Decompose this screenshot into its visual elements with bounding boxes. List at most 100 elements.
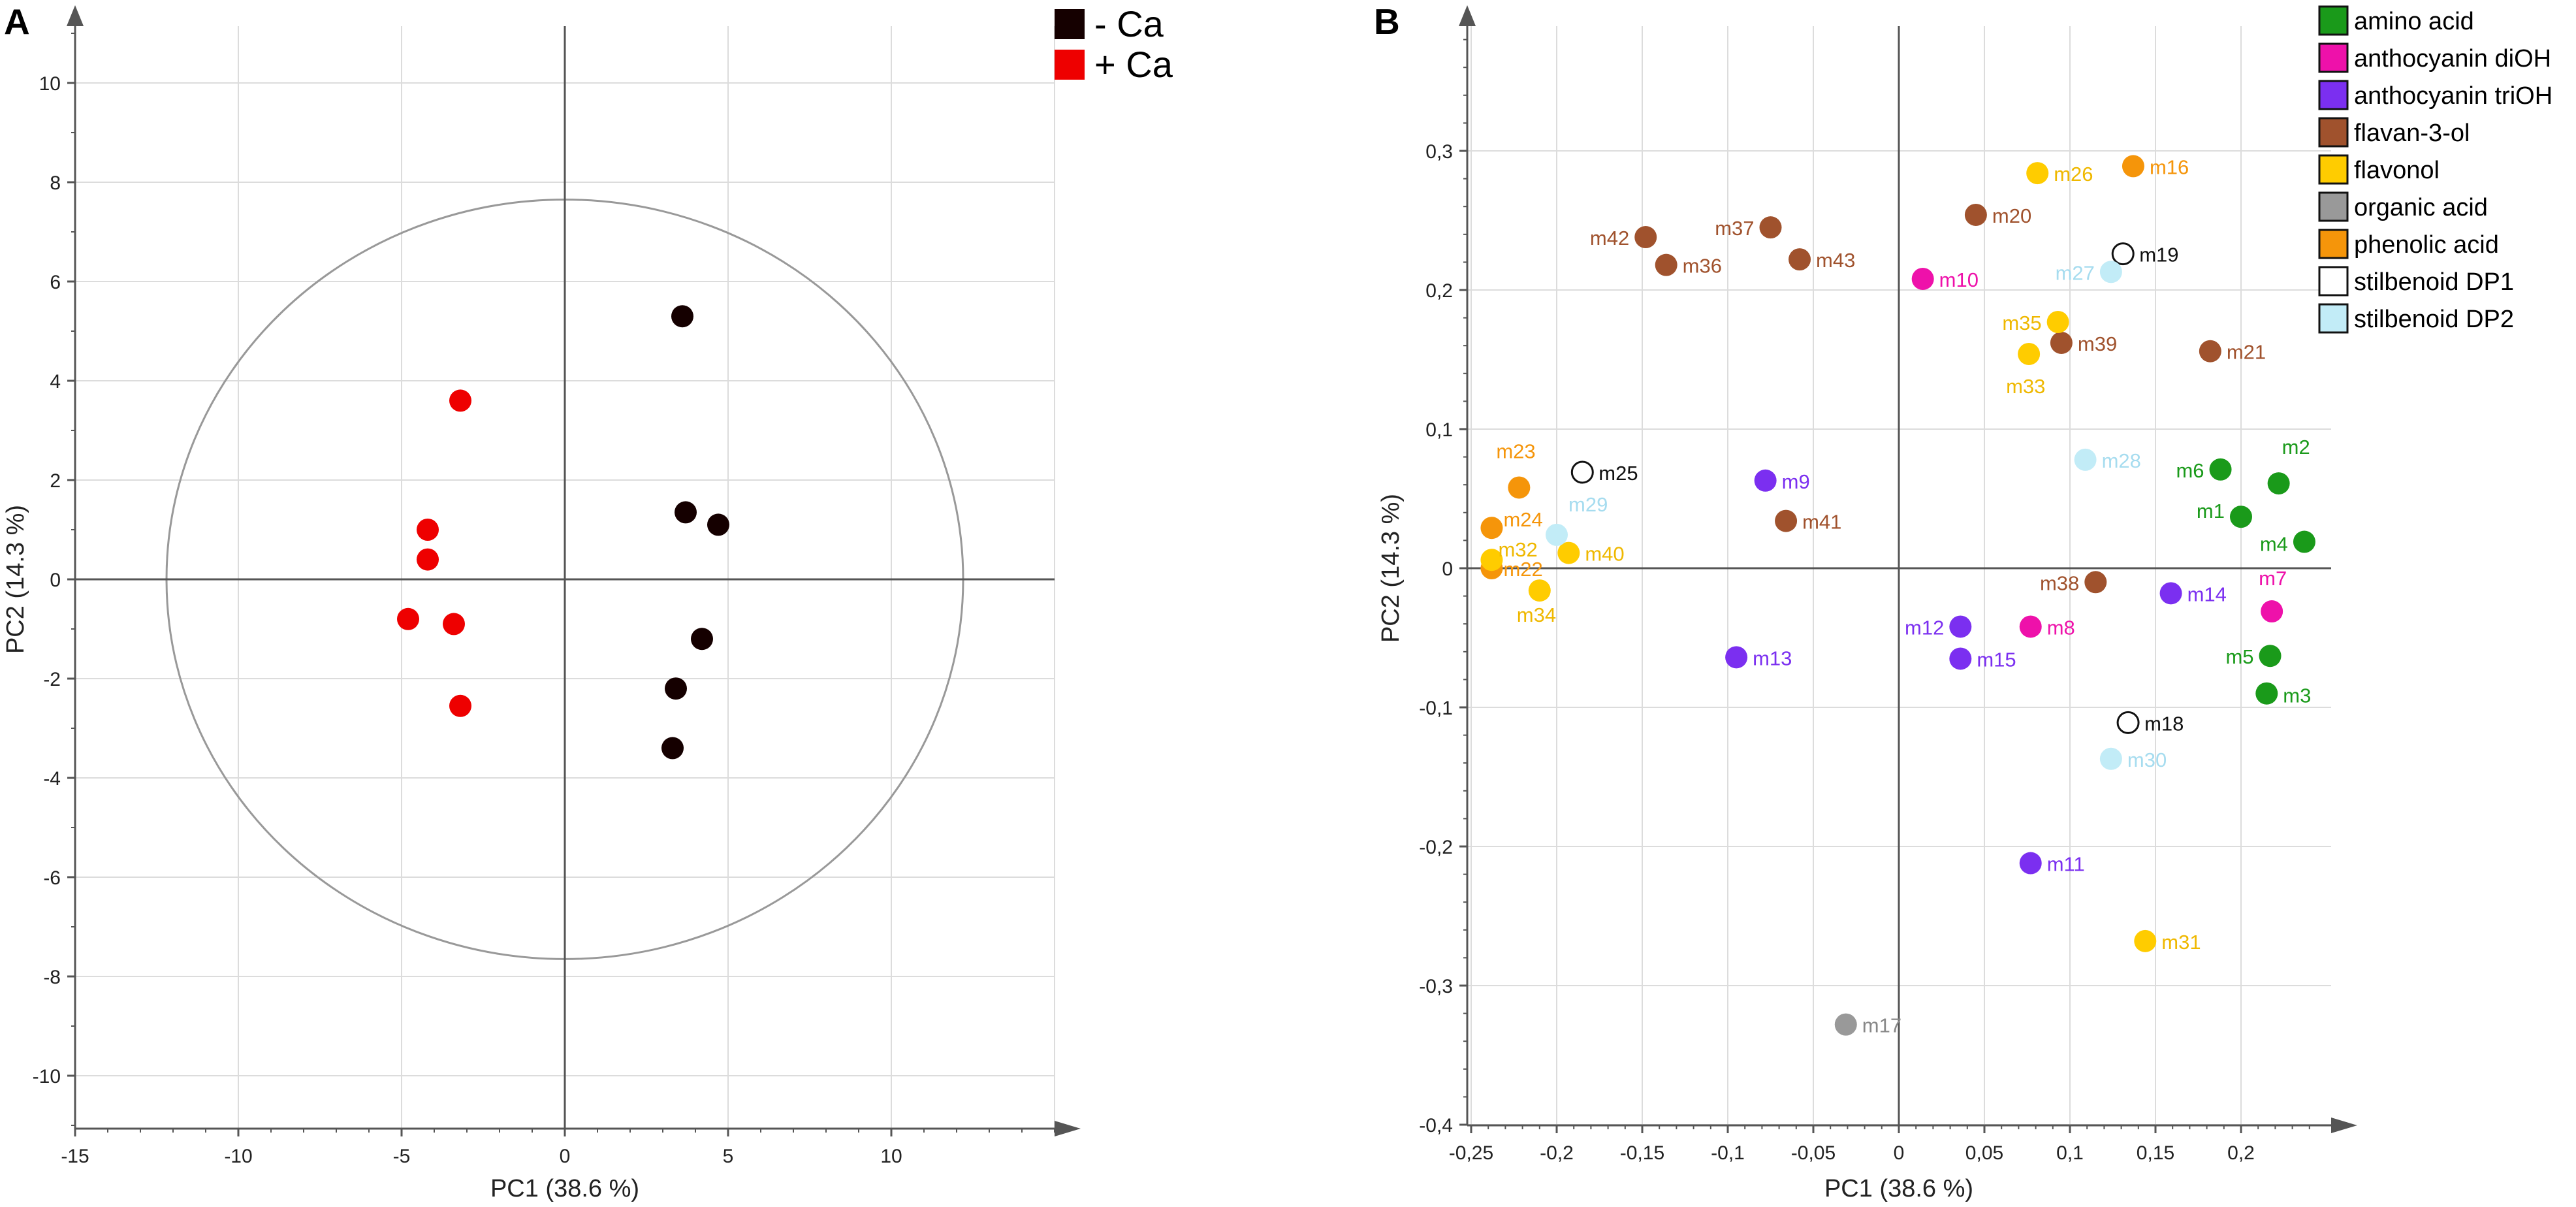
x-tick-label: 5	[723, 1146, 734, 1167]
data-point	[1754, 469, 1777, 492]
data-point	[1480, 549, 1503, 571]
panel-a-scatter-chart: -15 -10 -5 0 5 10 -10 -8 -6 -4 -2 0 2 4 6 8 10 PC1 (38.6 …	[2, 1, 1173, 1202]
legend-swatch	[2318, 5, 2349, 36]
data-point-label: m32	[1498, 538, 1537, 561]
data-point-label: m23	[1496, 440, 1535, 462]
data-point	[2209, 458, 2232, 481]
data-point	[661, 737, 684, 760]
data-point	[449, 694, 471, 717]
data-point-label: m27	[2056, 261, 2095, 284]
data-point	[1557, 541, 1580, 564]
data-point-label: m31	[2161, 931, 2201, 954]
data-point-label: m29	[1568, 493, 1608, 516]
legend-label: stilbenoid DP1	[2354, 268, 2514, 296]
legend-label: stilbenoid DP2	[2354, 306, 2514, 333]
data-point	[2199, 340, 2221, 362]
data-point	[2255, 682, 2278, 705]
data-point-label: m21	[2227, 341, 2266, 364]
data-point-label: m8	[2047, 616, 2075, 639]
data-point	[2134, 929, 2157, 952]
x-tick-label: -0,05	[1791, 1142, 1836, 1164]
x-tick-label: -0,2	[1540, 1142, 1574, 1164]
data-point-label: m15	[1977, 648, 2016, 671]
legend-label: organic acid	[2354, 194, 2488, 221]
legend-swatch	[2318, 154, 2349, 185]
y-tick-label: 2	[50, 470, 61, 492]
data-point	[2116, 711, 2140, 734]
data-point-label: m3	[2283, 684, 2311, 707]
data-point-label: m28	[2102, 449, 2141, 472]
y-tick-label: 0	[1442, 558, 1453, 580]
data-point-label: m42	[1590, 227, 1629, 249]
data-point-label: m11	[2047, 853, 2085, 876]
y-tick-label: -8	[43, 967, 61, 988]
data-point-label: m24	[1503, 508, 1542, 531]
data-point	[707, 513, 729, 536]
x-axis-arrow	[1055, 1121, 1081, 1136]
legend-swatch	[1055, 50, 1085, 80]
panel-label-a: A	[4, 1, 30, 42]
data-point-label: m1	[2197, 500, 2225, 523]
y-tick-label: -6	[43, 867, 61, 889]
x-axis-title: PC1 (38.6 %)	[490, 1175, 639, 1202]
data-point	[417, 519, 439, 541]
panel-b-scatter-chart: -0,25 -0,2 -0,15 -0,1 -0,05 0 0,05 0,1 0,15 0,2 -0…	[1374, 1, 2552, 1202]
data-point-label: m18	[2144, 712, 2184, 735]
data-point-label: m6	[2176, 459, 2204, 482]
y-tick-label: 0,1	[1425, 419, 1453, 441]
data-point-label: m33	[2006, 375, 2045, 398]
data-point	[1480, 517, 1503, 539]
data-point	[671, 305, 693, 328]
data-point-label: m30	[2127, 748, 2167, 771]
legend-swatch	[1055, 9, 1085, 39]
data-point-label: m17	[1862, 1014, 1901, 1037]
data-point	[1911, 267, 1934, 290]
data-point	[2046, 310, 2069, 333]
data-point	[443, 613, 465, 636]
x-axis-arrow	[2331, 1118, 2357, 1133]
data-point-label: m13	[1753, 647, 1792, 669]
data-point	[1634, 226, 1657, 249]
data-point-label: m5	[2225, 645, 2253, 668]
data-point-label: m38	[2040, 571, 2079, 594]
data-point	[665, 677, 687, 700]
legend-label: anthocyanin triOH	[2354, 82, 2552, 110]
y-axis-arrow	[1459, 5, 1476, 26]
data-point	[1528, 579, 1551, 602]
data-point-label: m10	[1939, 268, 1979, 291]
data-point	[2267, 472, 2290, 495]
data-point	[1508, 476, 1531, 499]
legend-label: phenolic acid	[2354, 231, 2499, 259]
y-tick-label: 4	[50, 371, 61, 393]
data-point	[2019, 615, 2042, 638]
data-point	[2018, 342, 2041, 365]
y-axis-title: PC2 (14.3 %)	[2, 505, 29, 654]
y-tick-label: 0,3	[1425, 141, 1453, 163]
data-point-label: m7	[2259, 567, 2287, 590]
data-point-label: m20	[1992, 204, 2031, 227]
legend-swatch	[2318, 229, 2349, 259]
x-tick-label: 0,15	[2137, 1142, 2174, 1164]
y-tick-label: -0,4	[1419, 1115, 1453, 1136]
y-tick-label: 0	[50, 570, 61, 591]
legend-swatch	[2318, 266, 2349, 297]
data-point	[2261, 600, 2283, 623]
y-tick-label: 0,2	[1425, 280, 1453, 302]
data-point-label: m16	[2150, 155, 2189, 178]
data-point	[1546, 523, 1568, 546]
legend-label: anthocyanin diOH	[2354, 45, 2551, 72]
x-tick-label: 0,05	[1965, 1142, 2003, 1164]
x-tick-label: -0,25	[1449, 1142, 1493, 1164]
data-point-label: m9	[1782, 470, 1810, 493]
data-point	[2099, 261, 2122, 283]
data-point	[2159, 582, 2182, 605]
data-point	[1775, 509, 1798, 532]
data-point	[1725, 646, 1748, 669]
data-point-label: m34	[1517, 604, 1556, 626]
legend-label: amino acid	[2354, 8, 2474, 35]
legend-label: + Ca	[1094, 44, 1173, 85]
data-point-label: m4	[2260, 533, 2288, 556]
data-point-label: m41	[1802, 511, 1841, 534]
data-point	[2084, 571, 2107, 594]
legend-label: flavan-3-ol	[2354, 120, 2470, 147]
